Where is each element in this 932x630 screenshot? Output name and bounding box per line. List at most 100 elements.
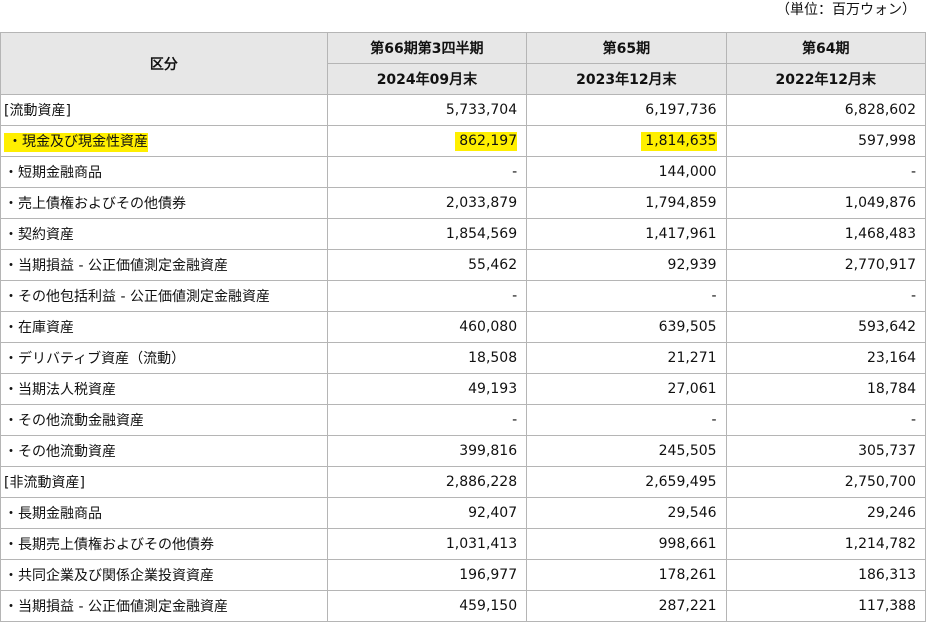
value-cell: 460,080 — [326, 311, 528, 343]
value-cell: 593,642 — [725, 311, 927, 343]
table-row: ・当期法人税資産 49,193 27,061 18,784 — [0, 373, 927, 405]
table-row: [流動資産] 5,733,704 6,197,736 6,828,602 — [0, 94, 927, 126]
value-cell: 245,505 — [526, 435, 727, 467]
header-period-date: 2024年09月末 — [326, 63, 528, 95]
value: 1,468,483 — [844, 226, 916, 242]
row-label-cell: ・当期損益 - 公正価値測定金融資産 — [0, 590, 328, 622]
value-cell: 597,998 — [725, 125, 927, 157]
value-cell: 459,150 — [326, 590, 528, 622]
row-label: ・在庫資産 — [4, 320, 74, 336]
row-label-cell: ・現金及び現金性資産 — [0, 125, 328, 157]
value: 2,886,228 — [445, 474, 518, 490]
value: - — [711, 288, 717, 304]
value-cell: 196,977 — [326, 559, 528, 591]
value-cell: 18,784 — [725, 373, 927, 405]
value-cell: 998,661 — [526, 528, 727, 560]
header-period-name: 第66期第3四半期 — [326, 32, 528, 64]
value-cell: 6,828,602 — [725, 94, 927, 126]
value: 1,214,782 — [844, 536, 916, 552]
table-row: ・在庫資産 460,080 639,505 593,642 — [0, 311, 927, 343]
value-cell: - — [526, 404, 727, 436]
row-label: ・短期金融商品 — [4, 165, 102, 181]
value-cell: 1,417,961 — [526, 218, 727, 250]
row-label-cell: ・売上債権およびその他債券 — [0, 187, 328, 219]
header-category: 区分 — [0, 32, 328, 95]
value-cell: 1,854,569 — [326, 218, 528, 250]
value-cell: 117,388 — [725, 590, 927, 622]
value-cell: 27,061 — [526, 373, 727, 405]
value: 27,061 — [667, 381, 717, 397]
value-cell: 92,407 — [326, 497, 528, 529]
value: 6,828,602 — [844, 102, 916, 118]
value: - — [910, 164, 916, 180]
value-cell: - — [526, 280, 727, 312]
value-cell: 5,733,704 — [326, 94, 528, 126]
value: 6,197,736 — [645, 102, 717, 118]
value: - — [512, 288, 518, 304]
table-row: ・デリバティブ資産（流動） 18,508 21,271 23,164 — [0, 342, 927, 374]
balance-sheet-table: 区分 第66期第3四半期 第65期 第64期 2024年09月末 2023年12… — [0, 32, 927, 622]
value-cell: 2,750,700 — [725, 466, 927, 498]
row-label-cell: ・その他流動資産 — [0, 435, 328, 467]
header-period-date: 2022年12月末 — [725, 63, 927, 95]
value: 1,049,876 — [844, 195, 916, 211]
value: 23,164 — [867, 350, 916, 366]
value-cell: 2,659,495 — [526, 466, 727, 498]
value: 998,661 — [658, 536, 717, 552]
row-label-cell: [非流動資産] — [0, 466, 328, 498]
row-label: [非流動資産] — [4, 475, 85, 491]
value-cell: 144,000 — [526, 156, 727, 188]
value: 144,000 — [658, 164, 717, 180]
value: 5,733,704 — [445, 102, 518, 118]
row-label: ・当期法人税資産 — [4, 382, 116, 398]
row-label-cell: [流動資産] — [0, 94, 328, 126]
table-row: ・売上債権およびその他債券 2,033,879 1,794,859 1,049,876 — [0, 187, 927, 219]
table-row: ・短期金融商品 - 144,000 - — [0, 156, 927, 188]
table-row: ・共同企業及び関係企業投資資産 196,977 178,261 186,313 — [0, 559, 927, 591]
value-cell: 287,221 — [526, 590, 727, 622]
header-period-name: 第65期 — [526, 32, 727, 64]
value: 178,261 — [658, 567, 717, 583]
row-label: ・当期損益 - 公正価値測定金融資産 — [4, 599, 228, 615]
value-cell: 92,939 — [526, 249, 727, 281]
header-row-period-names: 区分 第66期第3四半期 第65期 第64期 — [0, 32, 927, 95]
table-row: ・当期損益 - 公正価値測定金融資産 55,462 92,939 2,770,917 — [0, 249, 927, 281]
value-cell: - — [725, 280, 927, 312]
table-row: ・長期売上債権およびその他債券 1,031,413 998,661 1,214,782 — [0, 528, 927, 560]
value: 18,508 — [468, 350, 518, 366]
value: 459,150 — [459, 598, 518, 614]
row-label: ・その他包括利益 - 公正価値測定金融資産 — [4, 289, 270, 305]
table-row: ・その他包括利益 - 公正価値測定金融資産 - - - — [0, 280, 927, 312]
value-cell: 2,770,917 — [725, 249, 927, 281]
table-row: ・契約資産 1,854,569 1,417,961 1,468,483 — [0, 218, 927, 250]
value: 1,417,961 — [645, 226, 717, 242]
row-label: ・その他流動資産 — [4, 444, 116, 460]
value-cell: 29,546 — [526, 497, 727, 529]
value: 460,080 — [459, 319, 518, 335]
value-cell: - — [725, 156, 927, 188]
header-row-period-dates: 2024年09月末 2023年12月末 2022年12月末 — [1, 63, 927, 95]
row-label-cell: ・在庫資産 — [0, 311, 328, 343]
value-cell: 1,049,876 — [725, 187, 927, 219]
row-label: ・当期損益 - 公正価値測定金融資産 — [4, 258, 228, 274]
value-cell: 18,508 — [326, 342, 528, 374]
row-label-cell: ・デリバティブ資産（流動） — [0, 342, 328, 374]
value-cell: 1,214,782 — [725, 528, 927, 560]
value: 305,737 — [858, 443, 916, 459]
value: 2,770,917 — [844, 257, 916, 273]
value: 593,642 — [858, 319, 916, 335]
header-period-name: 第64期 — [725, 32, 927, 64]
row-label-cell: ・当期損益 - 公正価値測定金融資産 — [0, 249, 328, 281]
value-cell: - — [326, 156, 528, 188]
value: 597,998 — [858, 133, 916, 149]
value: 639,505 — [658, 319, 717, 335]
value-cell: 305,737 — [725, 435, 927, 467]
row-label: ・長期売上債権およびその他債券 — [4, 537, 214, 553]
table-row: ・長期金融商品 92,407 29,546 29,246 — [0, 497, 927, 529]
table-header: 区分 第66期第3四半期 第65期 第64期 2024年09月末 2023年12… — [0, 32, 927, 95]
value-cell: 6,197,736 — [526, 94, 727, 126]
value-cell: 1,794,859 — [526, 187, 727, 219]
row-label: ・売上債権およびその他債券 — [4, 196, 186, 212]
value-cell: - — [326, 280, 528, 312]
value: 245,505 — [658, 443, 717, 459]
